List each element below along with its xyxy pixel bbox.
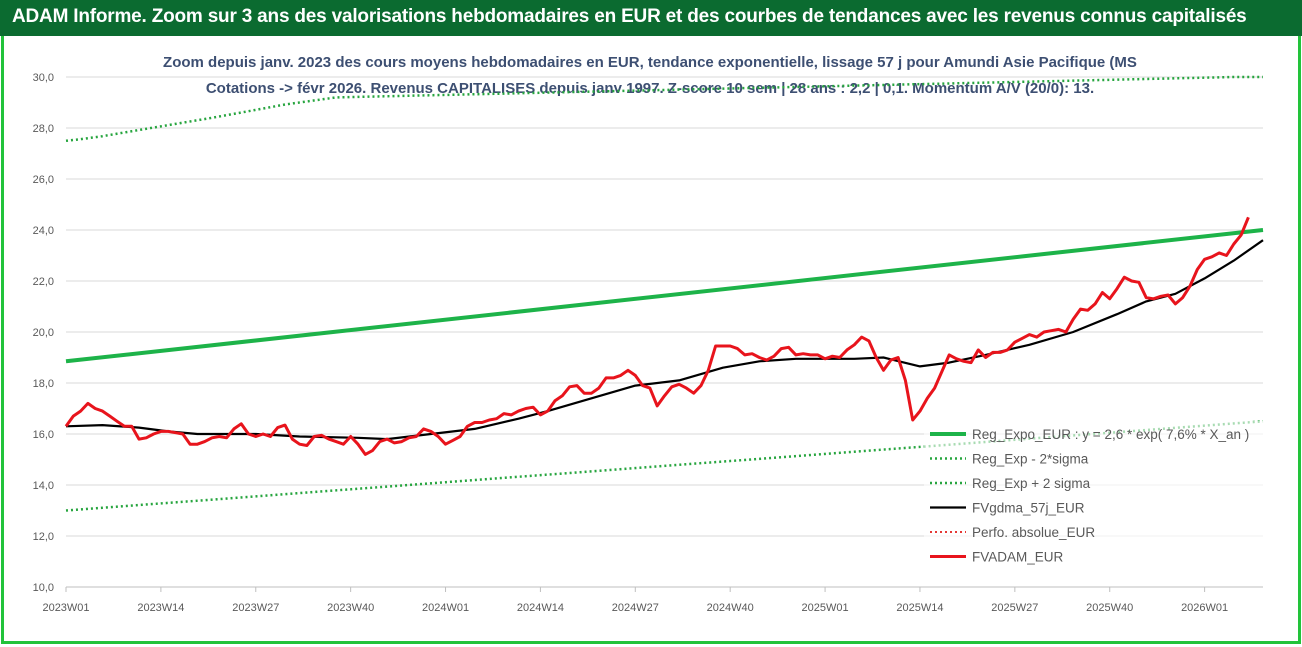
y-tick-label: 16,0 [33, 429, 54, 441]
y-tick-label: 28,0 [33, 123, 54, 135]
legend-label: Reg_Exp + 2 sigma [972, 476, 1091, 491]
x-tick-label: 2023W01 [42, 602, 89, 614]
x-tick-label: 2023W14 [137, 602, 184, 614]
y-tick-label: 22,0 [33, 276, 54, 288]
x-tick-label: 2026W01 [1181, 602, 1228, 614]
x-tick-label: 2023W27 [232, 602, 279, 614]
x-tick-label: 2025W27 [991, 602, 1038, 614]
x-tick-label: 2024W14 [517, 602, 564, 614]
chart-title: Zoom depuis janv. 2023 des cours moyens … [163, 54, 1137, 97]
y-tick-label: 20,0 [33, 327, 54, 339]
series-line-2 [65, 75, 1263, 143]
legend-label: Perfo. absolue_EUR [972, 525, 1095, 540]
x-tick-label: 2023W40 [327, 602, 374, 614]
y-tick-label: 12,0 [33, 531, 54, 543]
x-axis: 2023W01 2023W14 2023W27 2023W40 2024W01 2024W… [42, 586, 1263, 614]
y-tick-label: 18,0 [33, 378, 54, 390]
legend-label: FVADAM_EUR [972, 550, 1064, 565]
legend-label: FVgdma_57j_EUR [972, 501, 1085, 516]
legend-label: Reg_Expo_EUR : y = 2,6 * exp( 7,6% * X_a… [972, 427, 1249, 442]
header-bar: ADAM Informe. Zoom sur 3 ans des valoris… [0, 0, 1302, 36]
y-axis: 10,0 12,0 14,0 16,0 18,0 20,0 22,0 24,0 26,0 28,0… [33, 72, 54, 594]
y-tick-label: 30,0 [33, 72, 54, 84]
x-tick-label: 2024W40 [707, 602, 754, 614]
report-title: ADAM Informe. Zoom sur 3 ans des valoris… [12, 6, 1247, 27]
x-tick-label: 2024W27 [612, 602, 659, 614]
y-tick-label: 24,0 [33, 225, 54, 237]
x-tick-label: 2024W01 [422, 602, 469, 614]
x-tick-label: 2025W14 [896, 602, 943, 614]
legend-box [924, 421, 1264, 571]
x-tick-label: 2025W40 [1086, 602, 1133, 614]
series-line-0 [65, 228, 1264, 364]
y-tick-label: 10,0 [33, 582, 54, 594]
legend: Reg_Expo_EUR : y = 2,6 * exp( 7,6% * X_a… [924, 421, 1264, 571]
y-tick-label: 14,0 [33, 480, 54, 492]
legend-label: Reg_Exp - 2*sigma [972, 452, 1089, 467]
y-tick-label: 26,0 [33, 174, 54, 186]
series-line-5 [64, 216, 1250, 456]
x-tick-label: 2025W01 [802, 602, 849, 614]
